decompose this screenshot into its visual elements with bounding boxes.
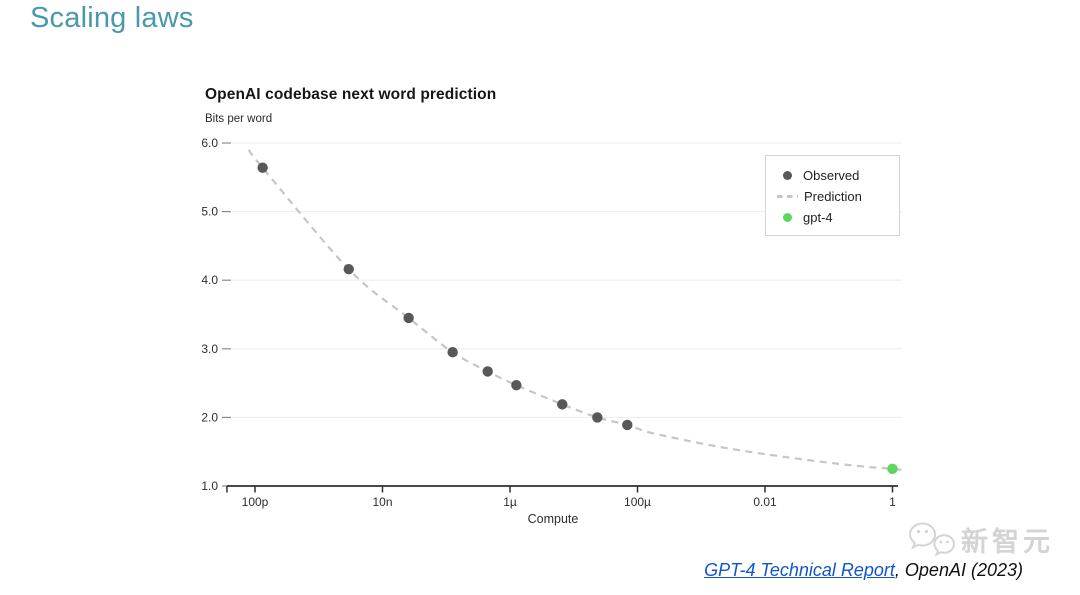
x-tick-label: 0.01 (753, 495, 777, 509)
legend-item-gpt-4: gpt-4 (766, 207, 899, 228)
y-tick-label: 2.0 (201, 410, 218, 424)
x-tick-label: 100p (242, 495, 269, 509)
observed-point (557, 399, 568, 410)
chart-plot: 6.0 5.0 4.0 3.0 2.0 1.0 100p 10n 1µ 100µ 0.01 1 Comp… (201, 136, 905, 526)
page-title: Scaling laws (30, 2, 194, 34)
watermark: 新智元 (908, 520, 1054, 559)
observed-point (257, 162, 268, 173)
y-tick-label: 6.0 (201, 136, 218, 150)
legend-label: Prediction (804, 189, 862, 204)
dot-marker (783, 213, 792, 222)
chart-legend: Observed Prediction gpt-4 (765, 155, 900, 236)
observed-point (343, 264, 354, 275)
legend-label: Observed (803, 168, 860, 183)
observed-point (482, 366, 493, 377)
citation: GPT-4 Technical Report, OpenAI (2023) (704, 560, 1023, 581)
y-tick-label: 3.0 (201, 342, 218, 356)
watermark-text: 新智元 (961, 527, 1054, 557)
prediction-curve (247, 149, 905, 472)
scaling-laws-chart: OpenAI codebase next word prediction Bit… (190, 85, 920, 530)
x-axis-label: Compute (528, 512, 579, 526)
observed-point (447, 347, 458, 358)
dashed-line-marker (777, 195, 798, 198)
x-tick-label: 1µ (503, 495, 517, 509)
legend-item-prediction: Prediction (766, 186, 899, 207)
legend-label: gpt-4 (803, 210, 833, 225)
legend-item-observed: Observed (766, 165, 899, 186)
x-tick-label: 10n (372, 495, 392, 509)
observed-point (403, 312, 414, 324)
y-tick-label: 5.0 (201, 205, 218, 219)
x-tick-label: 100µ (624, 495, 651, 509)
x-tick-label: 1 (889, 495, 896, 509)
chart-title: OpenAI codebase next word prediction (205, 86, 497, 103)
dot-marker (783, 171, 792, 180)
observed-point (511, 379, 522, 391)
gpt-4-point (887, 463, 898, 475)
citation-suffix: , OpenAI (2023) (894, 560, 1023, 580)
observed-point (622, 419, 633, 431)
y-axis-label: Bits per word (205, 113, 273, 125)
y-tick-label: 4.0 (201, 273, 218, 287)
y-tick-label: 1.0 (201, 479, 218, 493)
observed-point (592, 412, 603, 423)
citation-link[interactable]: GPT-4 Technical Report (704, 560, 895, 580)
